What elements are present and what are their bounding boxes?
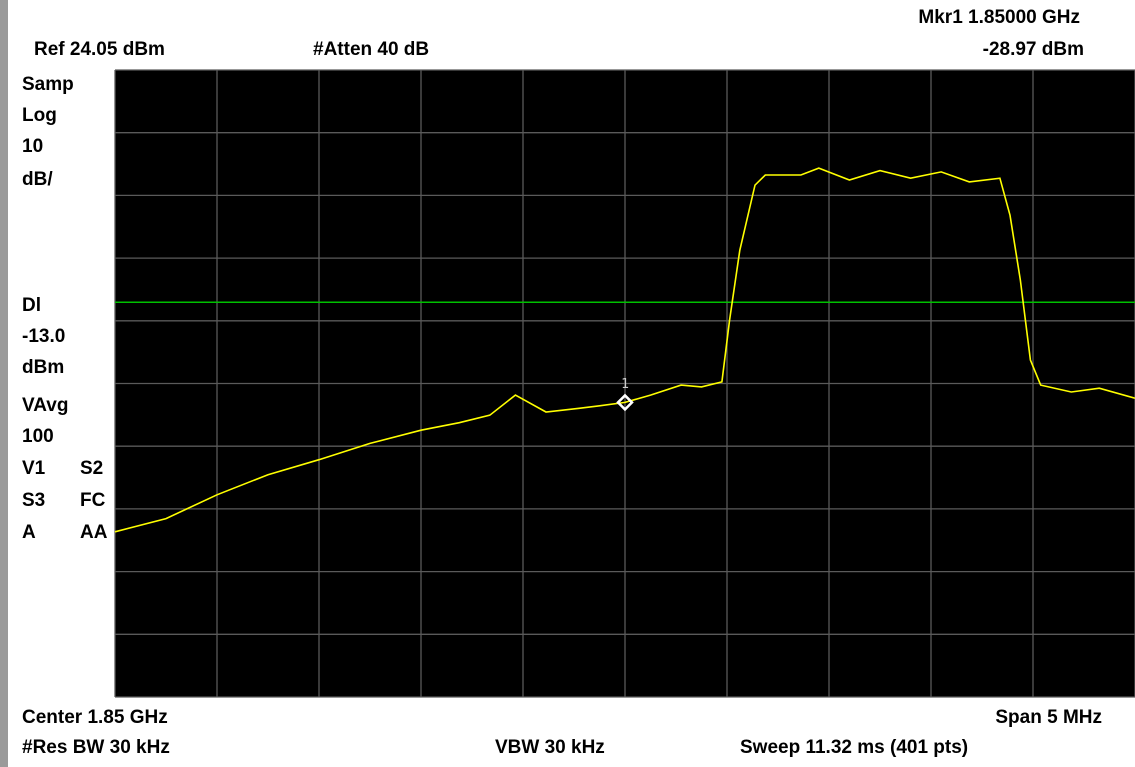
side-label: 10: [22, 136, 43, 157]
side-label: Log: [22, 105, 57, 126]
left-strip: [0, 0, 8, 767]
grid: [114, 69, 1135, 698]
side-label: VAvg: [22, 395, 68, 416]
side-label: S2: [80, 458, 103, 479]
attenuation: #Atten 40 dB: [313, 39, 429, 60]
marker: [616, 393, 634, 412]
side-label: S3: [22, 490, 45, 511]
side-label: V1: [22, 458, 46, 479]
vbw: VBW 30 kHz: [495, 737, 605, 758]
trace: [114, 167, 1135, 533]
side-label: -13.0: [22, 326, 65, 347]
side-label: dB/: [22, 169, 53, 190]
side-label: AA: [80, 522, 108, 543]
marker-level: -28.97 dBm: [983, 39, 1084, 60]
side-label: A: [22, 522, 36, 543]
side-label: Dl: [22, 295, 41, 316]
side-label: FC: [80, 490, 106, 511]
res-bw: #Res BW 30 kHz: [22, 737, 170, 758]
side-label: Samp: [22, 74, 74, 95]
side-label: dBm: [22, 357, 64, 378]
sweep: Sweep 11.32 ms (401 pts): [740, 737, 968, 758]
marker-freq: Mkr1 1.85000 GHz: [918, 7, 1080, 28]
side-label: 100: [22, 426, 54, 447]
marker-label: 1: [621, 377, 629, 392]
center-freq: Center 1.85 GHz: [22, 707, 168, 728]
ref-level: Ref 24.05 dBm: [34, 39, 165, 60]
span: Span 5 MHz: [995, 707, 1102, 728]
